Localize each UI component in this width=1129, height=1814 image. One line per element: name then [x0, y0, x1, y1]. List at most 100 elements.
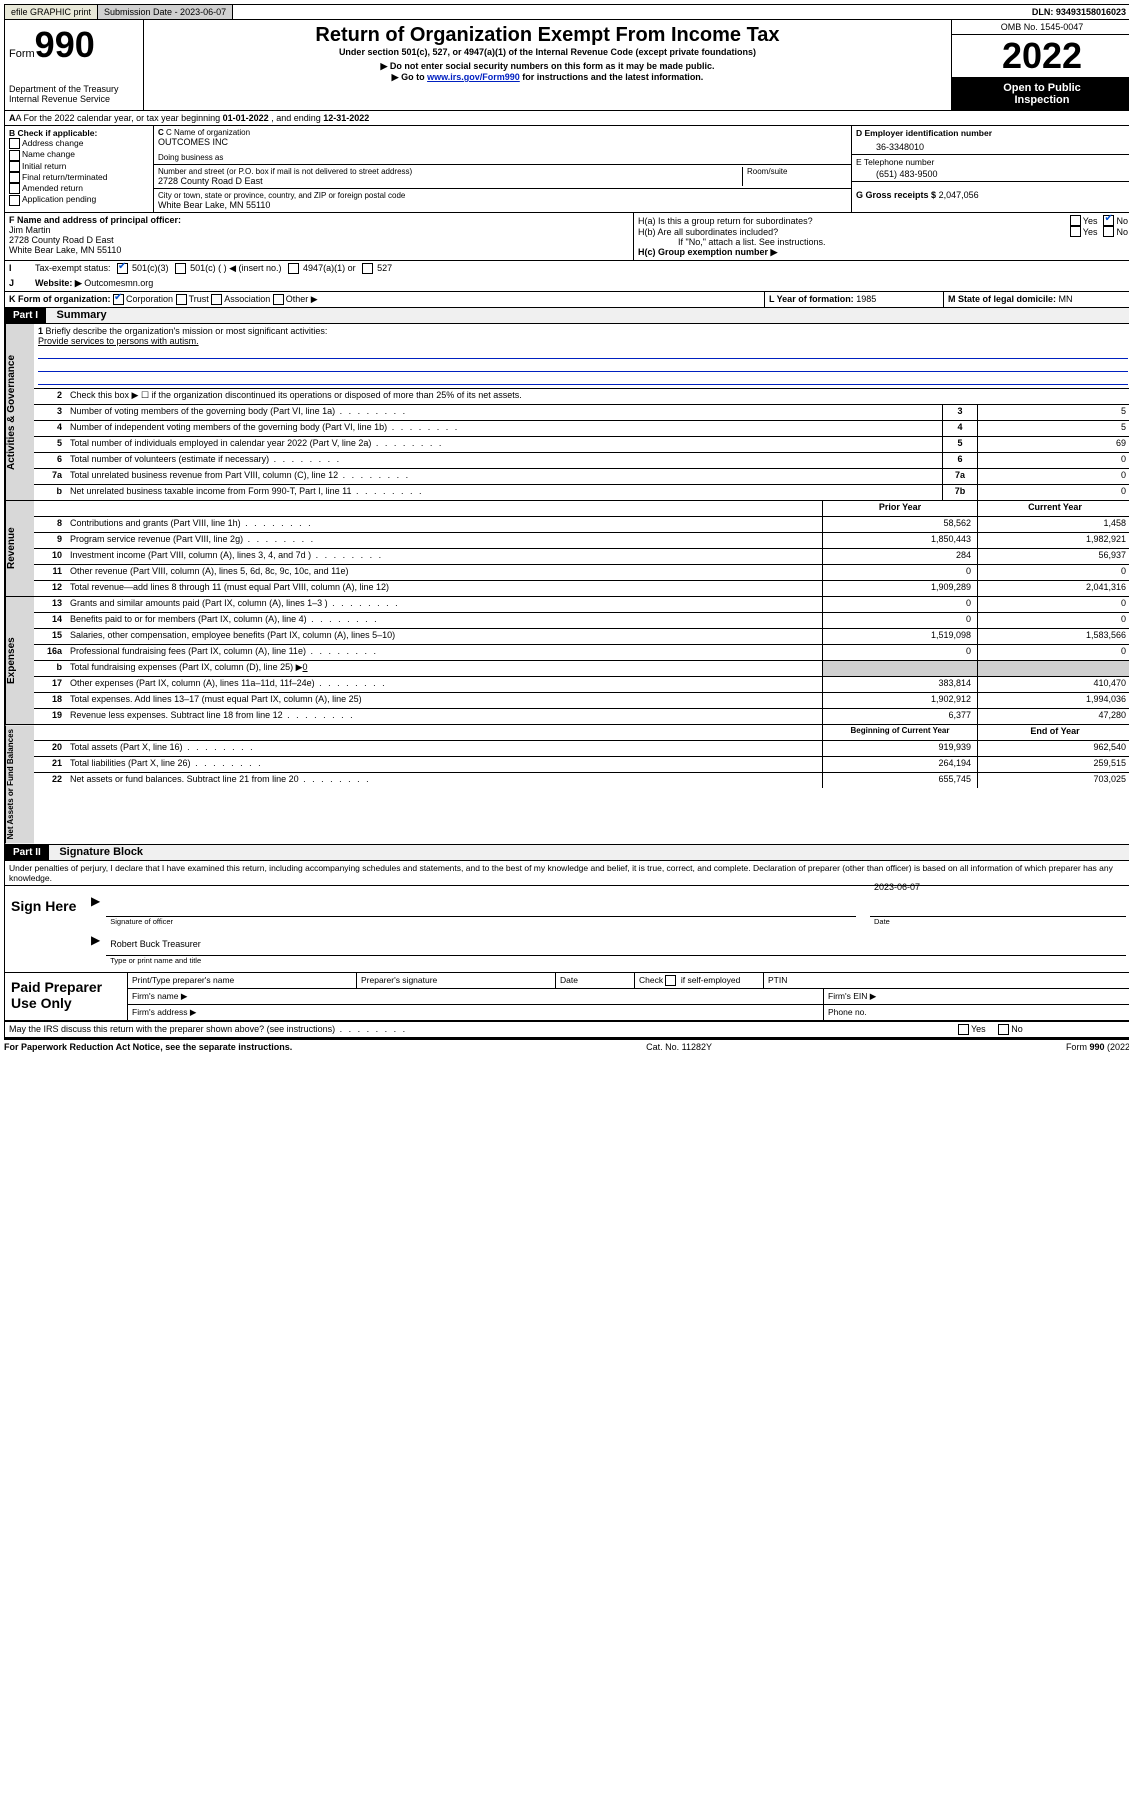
cb-hb-no[interactable]: [1103, 226, 1114, 237]
form-header: Form990 Department of the Treasury Inter…: [4, 20, 1129, 111]
line9: Program service revenue (Part VIII, line…: [66, 533, 822, 548]
dept-treasury: Department of the Treasury: [9, 84, 139, 94]
cb-amended-return[interactable]: [9, 183, 20, 194]
sig-date: 2023-06-07 Date: [870, 896, 1126, 917]
arrow-icon: ▶: [91, 894, 100, 919]
firm-name-label: Firm's name ▶: [128, 989, 824, 1004]
col-b-checkboxes: B Check if applicable: Address change Na…: [5, 126, 154, 212]
part1-header: Part I Summary: [4, 308, 1129, 324]
arrow-icon: ▶: [91, 933, 100, 958]
officer-name-line: Robert Buck Treasurer Type or print name…: [106, 935, 1126, 956]
dba-label: Doing business as: [158, 153, 847, 162]
cb-name-change[interactable]: [9, 150, 20, 161]
line8: Contributions and grants (Part VIII, lin…: [66, 517, 822, 532]
gross-receipts-value: 2,047,056: [939, 190, 979, 200]
form-number: Form990: [9, 24, 139, 66]
line6: Total number of volunteers (estimate if …: [66, 453, 942, 468]
line7b: Net unrelated business taxable income fr…: [66, 485, 942, 500]
col-c: C C Name of organization OUTCOMES INC Do…: [154, 126, 851, 212]
year-formation: L Year of formation: 1985: [764, 292, 943, 307]
row-i: I Tax-exempt status: 501(c)(3) 501(c) ( …: [4, 261, 1129, 276]
cb-final-return[interactable]: [9, 172, 20, 183]
hdr-beginning: Beginning of Current Year: [822, 725, 977, 740]
hdr-end: End of Year: [977, 725, 1129, 740]
cat-no: Cat. No. 11282Y: [646, 1042, 712, 1052]
cb-trust[interactable]: [176, 294, 187, 305]
efile-print-button[interactable]: efile GRAPHIC print: [5, 5, 98, 19]
hdr-curr: Current Year: [977, 501, 1129, 516]
firm-addr-label: Firm's address ▶: [128, 1005, 824, 1020]
cb-association[interactable]: [211, 294, 222, 305]
cb-address-change[interactable]: [9, 138, 20, 149]
row-a-tax-year: AA For the 2022 calendar year, or tax ye…: [4, 111, 1129, 126]
cb-hb-yes[interactable]: [1070, 226, 1081, 237]
expenses-section: Expenses 13Grants and similar amounts pa…: [4, 597, 1129, 725]
cb-initial-return[interactable]: [9, 161, 20, 172]
submission-date: Submission Date - 2023-06-07: [98, 5, 233, 19]
line3: Number of voting members of the governin…: [66, 405, 942, 420]
row-klm: K Form of organization: Corporation Trus…: [4, 292, 1129, 308]
cb-self-employed[interactable]: [665, 975, 676, 986]
mission-text: Provide services to persons with autism.: [38, 336, 199, 346]
side-label-revenue: Revenue: [5, 501, 34, 596]
top-bar: efile GRAPHIC print Submission Date - 20…: [4, 4, 1129, 20]
cb-4947[interactable]: [288, 263, 299, 274]
subtitle-1: Under section 501(c), 527, or 4947(a)(1)…: [152, 47, 943, 57]
instructions-link[interactable]: www.irs.gov/Form990: [427, 72, 520, 82]
line22: Net assets or fund balances. Subtract li…: [66, 773, 822, 788]
revenue-section: Revenue Prior YearCurrent Year 8Contribu…: [4, 501, 1129, 597]
cb-501c3[interactable]: [117, 263, 128, 274]
activities-governance-section: Activities & Governance 1 Briefly descri…: [4, 324, 1129, 501]
side-label-governance: Activities & Governance: [5, 324, 34, 500]
org-name: OUTCOMES INC: [158, 137, 847, 147]
form-title: Return of Organization Exempt From Incom…: [152, 24, 943, 47]
street-value: 2728 County Road D East: [158, 176, 738, 186]
principal-officer-label: F Name and address of principal officer:: [9, 215, 629, 225]
cb-527[interactable]: [362, 263, 373, 274]
mission-label: Briefly describe the organization's miss…: [46, 326, 328, 336]
cb-discuss-yes[interactable]: [958, 1024, 969, 1035]
subtitle-2: ▶ Do not enter social security numbers o…: [152, 61, 943, 72]
sign-here-label: Sign Here: [5, 886, 87, 972]
cb-other[interactable]: [273, 294, 284, 305]
line19: Revenue less expenses. Subtract line 18 …: [66, 709, 822, 724]
cb-corporation[interactable]: [113, 294, 124, 305]
discuss-text: May the IRS discuss this return with the…: [5, 1022, 954, 1037]
gross-receipts-label: G Gross receipts $: [856, 190, 936, 200]
subtitle-3: ▶ Go to www.irs.gov/Form990 for instruct…: [152, 72, 943, 83]
firm-phone-label: Phone no.: [824, 1005, 1129, 1020]
line12: Total revenue—add lines 8 through 11 (mu…: [66, 581, 822, 596]
line7a: Total unrelated business revenue from Pa…: [66, 469, 942, 484]
officer-signature-line[interactable]: Signature of officer: [106, 896, 856, 917]
line16b: Total fundraising expenses (Part IX, col…: [66, 661, 822, 676]
dln: DLN: 93493158016023: [1026, 5, 1129, 19]
ein-value: 36-3348010: [856, 138, 1128, 152]
side-label-net: Net Assets or Fund Balances: [5, 725, 34, 843]
org-name-label: C C Name of organization: [158, 128, 847, 137]
line11: Other revenue (Part VIII, column (A), li…: [66, 565, 822, 580]
ein-label: D Employer identification number: [856, 128, 1128, 138]
cb-ha-yes[interactable]: [1070, 215, 1081, 226]
cb-application-pending[interactable]: [9, 195, 20, 206]
cb-501c[interactable]: [175, 263, 186, 274]
col-deg: D Employer identification number 36-3348…: [851, 126, 1129, 212]
part2-header: Part II Signature Block: [4, 845, 1129, 861]
tax-year: 2022: [952, 35, 1129, 78]
firm-ein-label: Firm's EIN ▶: [824, 989, 1129, 1004]
row-fh: F Name and address of principal officer:…: [4, 213, 1129, 261]
paid-preparer-label: Paid Preparer Use Only: [5, 973, 128, 1020]
cb-discuss-no[interactable]: [998, 1024, 1009, 1035]
val6: 0: [977, 453, 1129, 468]
h-b-label: H(b) Are all subordinates included?: [638, 227, 1070, 237]
line18: Total expenses. Add lines 13–17 (must eq…: [66, 693, 822, 708]
phone-label: E Telephone number: [856, 157, 1128, 167]
h-c-label: H(c) Group exemption number ▶: [638, 247, 1128, 258]
omb-number: OMB No. 1545-0047: [952, 20, 1129, 35]
cb-ha-no[interactable]: [1103, 215, 1114, 226]
phone-value: (651) 483-9500: [856, 167, 1128, 179]
line16a: Professional fundraising fees (Part IX, …: [66, 645, 822, 660]
side-label-expenses: Expenses: [5, 597, 34, 724]
form-ref: Form 990 (2022): [1066, 1042, 1129, 1052]
sign-here-block: Sign Here ▶ Signature of officer 2023-06…: [4, 886, 1129, 973]
paid-preparer-block: Paid Preparer Use Only Print/Type prepar…: [4, 973, 1129, 1021]
